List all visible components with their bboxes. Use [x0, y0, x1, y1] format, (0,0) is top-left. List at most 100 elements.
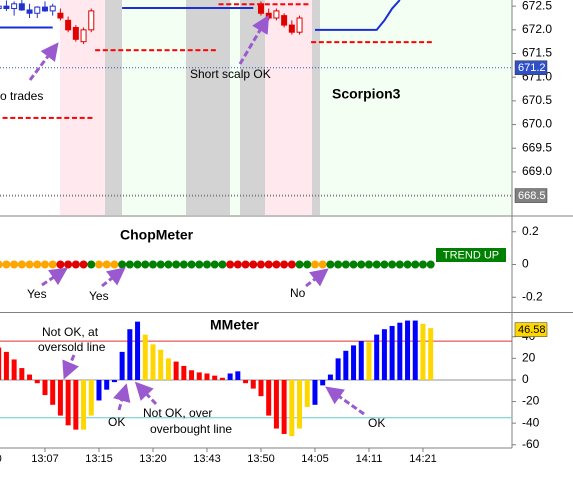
bar: [343, 350, 349, 380]
chop-dot: [202, 260, 211, 269]
candle-body: [273, 10, 280, 19]
candle-body: [296, 17, 303, 33]
candle-body: [11, 3, 18, 10]
chop-dot: [172, 260, 181, 269]
bar: [81, 379, 87, 430]
status-label: TREND UP: [443, 249, 499, 261]
candle-body: [80, 29, 87, 43]
bar: [243, 379, 249, 384]
chop-dot: [256, 260, 265, 269]
y-tick-label: -0.2: [522, 289, 543, 303]
chop-dot: [94, 260, 103, 269]
candle-body: [3, 5, 10, 10]
chop-dot: [357, 260, 366, 269]
chop-dot: [264, 260, 273, 269]
chop-dot: [403, 260, 412, 269]
chop-dot: [118, 260, 127, 269]
chop-dot: [326, 260, 335, 269]
shade: [240, 0, 265, 215]
chop-dot: [125, 260, 134, 269]
x-tick-label: 13:07: [31, 453, 59, 465]
chop-dot: [79, 260, 88, 269]
chop-dot: [310, 260, 319, 269]
bar: [273, 379, 279, 429]
bar: [189, 370, 195, 380]
annotation: o trades: [0, 89, 43, 103]
chop-dot: [33, 260, 42, 269]
value-badge-label: 46.58: [518, 324, 546, 336]
candle-body: [57, 12, 64, 19]
bar: [366, 342, 372, 380]
bar: [19, 368, 25, 380]
price-line: [0, 0, 401, 31]
bar: [11, 359, 17, 380]
bar: [297, 379, 303, 429]
bar: [420, 323, 426, 380]
bar: [57, 379, 63, 416]
y-tick-label: 671.5: [522, 46, 552, 60]
chop-dot: [418, 260, 427, 269]
chop-dot: [56, 260, 65, 269]
arrow: [113, 383, 131, 411]
shade: [0, 0, 60, 215]
chop-dot: [156, 260, 165, 269]
bar: [327, 374, 333, 380]
arrow: [134, 381, 158, 406]
shade: [265, 0, 312, 215]
candle-body: [34, 6, 41, 14]
chop-dot: [349, 260, 358, 269]
bar: [196, 372, 202, 380]
chop-dot: [218, 260, 227, 269]
annotation: Short scalp OK: [190, 67, 271, 81]
bar: [42, 379, 48, 396]
bar: [412, 320, 418, 380]
bar: [281, 379, 287, 434]
bar: [397, 322, 403, 380]
chop-dot: [272, 260, 281, 269]
bar: [335, 358, 341, 380]
x-tick-label: 13:50: [247, 453, 275, 465]
bar: [27, 374, 33, 380]
chop-dot: [226, 260, 235, 269]
x-tick-label: 0: [0, 453, 2, 465]
bar: [351, 345, 357, 380]
arrow: [41, 267, 68, 287]
bar: [158, 349, 164, 380]
chop-dot: [164, 260, 173, 269]
arrow: [101, 267, 126, 288]
x-tick-label: 13:20: [139, 453, 167, 465]
chop-dot: [195, 260, 204, 269]
bar: [405, 320, 411, 380]
arrow: [62, 354, 79, 380]
bar: [50, 379, 56, 405]
bar: [111, 379, 117, 383]
status-badge: [436, 248, 506, 262]
chop-dot: [17, 260, 26, 269]
bar: [381, 329, 387, 380]
chop-dot: [133, 260, 142, 269]
x-tick-label: 13:43: [193, 453, 221, 465]
y-tick-label: 670.0: [522, 117, 552, 131]
candle-body: [41, 6, 48, 12]
candle-body: [88, 10, 95, 31]
value-badge-label: 671.2: [518, 62, 546, 74]
annotation: oversold line: [38, 340, 106, 354]
annotation: Yes: [89, 289, 109, 303]
chop-dot: [110, 260, 119, 269]
candle-body: [265, 12, 272, 19]
panel-title: ChopMeter: [120, 227, 194, 243]
bar: [212, 375, 218, 380]
chop-dot: [287, 260, 296, 269]
value-badge-label: 668.5: [518, 190, 546, 202]
candle-body: [0, 5, 2, 10]
chop-dot: [64, 260, 73, 269]
y-tick-label: 672.5: [522, 0, 552, 12]
chop-dot: [141, 260, 150, 269]
annotation: Not OK, over: [143, 406, 212, 420]
y-tick-label: 0: [522, 257, 529, 271]
bar: [258, 379, 264, 397]
x-tick-label: 14:21: [409, 453, 437, 465]
chop-dot: [10, 260, 19, 269]
y-tick-label: 670.5: [522, 93, 552, 107]
